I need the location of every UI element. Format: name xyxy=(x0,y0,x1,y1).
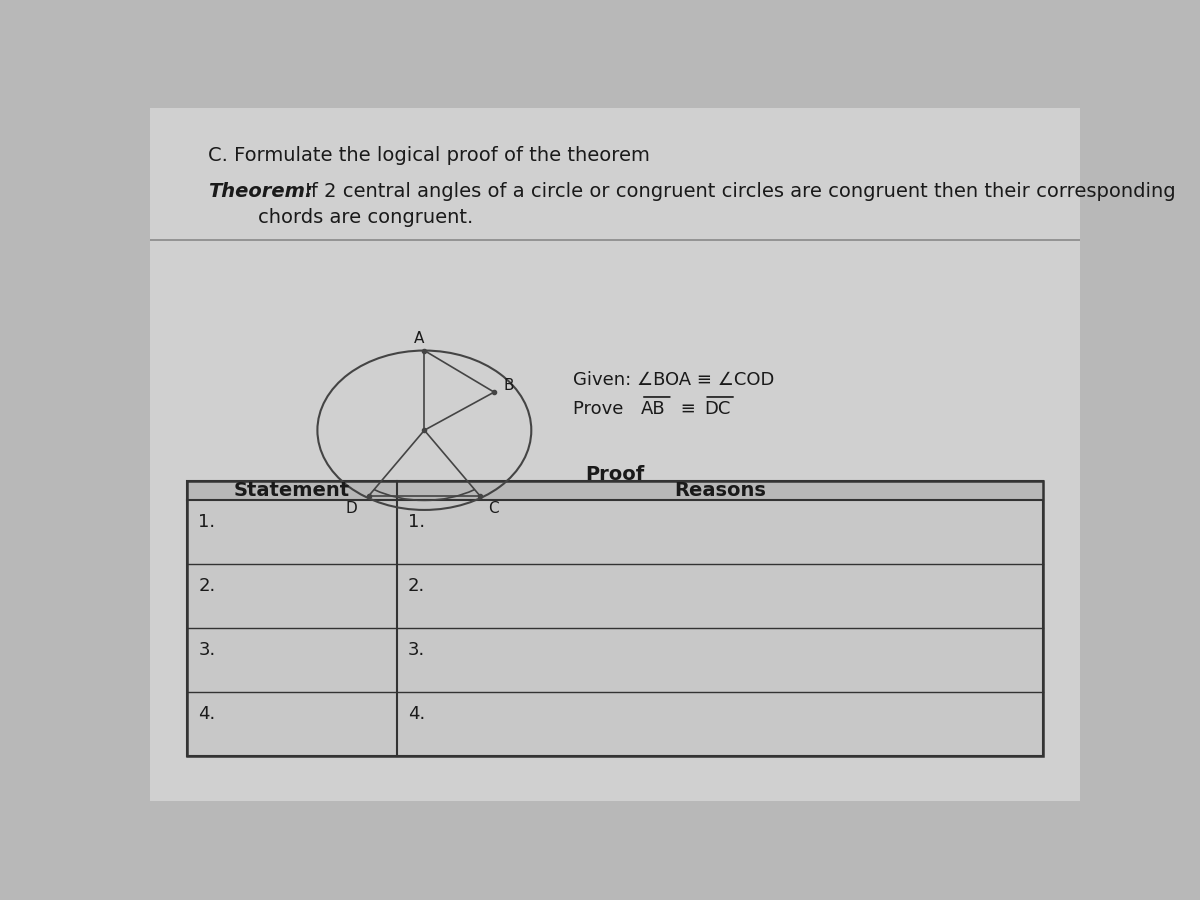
Text: 4.: 4. xyxy=(198,706,216,724)
Text: Reasons: Reasons xyxy=(674,481,766,500)
Text: Given: ∠BOA ≡ ∠COD: Given: ∠BOA ≡ ∠COD xyxy=(574,372,774,390)
Text: Proof: Proof xyxy=(586,465,644,484)
Text: 3.: 3. xyxy=(408,641,425,659)
Text: 4.: 4. xyxy=(408,706,425,724)
Text: 3.: 3. xyxy=(198,641,216,659)
Text: 1.: 1. xyxy=(198,513,216,531)
Text: Prove: Prove xyxy=(574,400,635,418)
Text: If 2 central angles of a circle or congruent circles are congruent then their co: If 2 central angles of a circle or congr… xyxy=(299,182,1176,202)
Bar xyxy=(187,481,1043,756)
Text: B: B xyxy=(504,378,515,392)
Text: AB: AB xyxy=(641,400,666,418)
Text: A: A xyxy=(414,330,424,346)
Text: C: C xyxy=(488,501,498,516)
Text: Statement: Statement xyxy=(234,481,350,500)
Text: C. Formulate the logical proof of the theorem: C. Formulate the logical proof of the th… xyxy=(208,146,649,165)
Bar xyxy=(187,481,1043,756)
Text: chords are congruent.: chords are congruent. xyxy=(208,209,473,228)
Text: 2.: 2. xyxy=(408,577,425,595)
Text: Theorem:: Theorem: xyxy=(208,182,312,202)
Bar xyxy=(187,481,1043,500)
Text: 2.: 2. xyxy=(198,577,216,595)
Text: DC: DC xyxy=(704,400,731,418)
Text: D: D xyxy=(346,501,358,516)
Text: 1.: 1. xyxy=(408,513,425,531)
Text: ≡: ≡ xyxy=(674,400,701,418)
